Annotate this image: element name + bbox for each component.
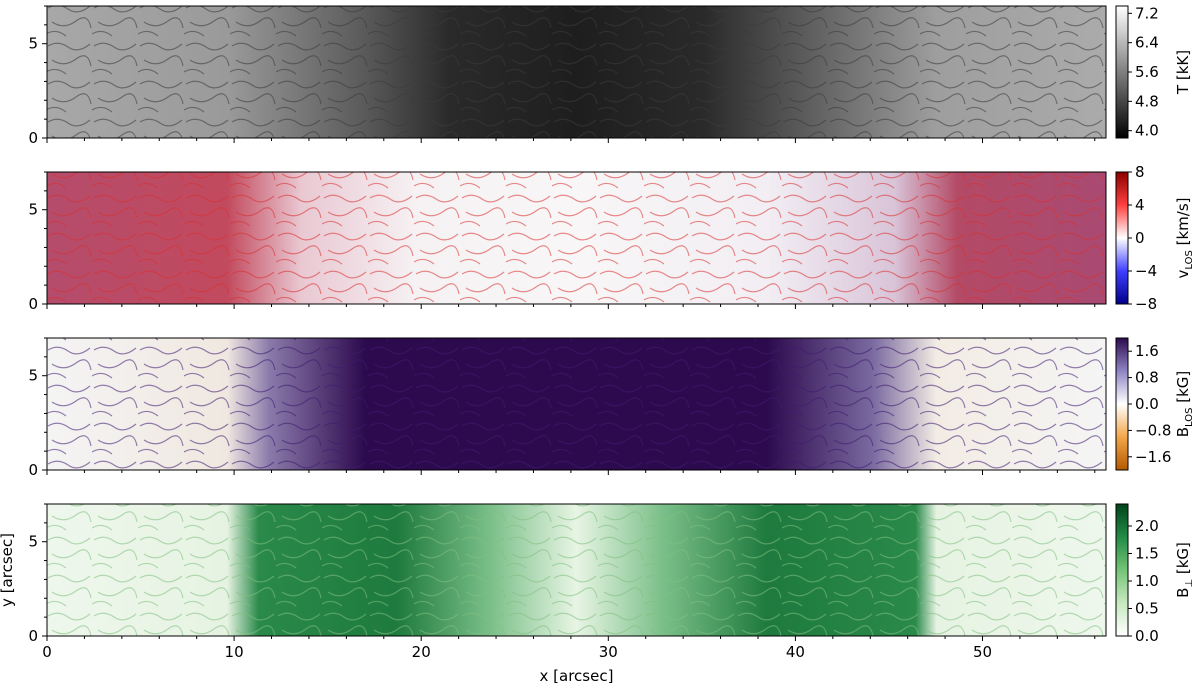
y-tick-label: 0: [28, 295, 38, 313]
colorbar-tick-label: 0: [1135, 229, 1145, 247]
x-ticks-velocity: [46, 304, 1096, 309]
panel-temperature: 05 4.04.85.66.47.2 T [kK]: [28, 4, 1192, 147]
y-tick-label: 0: [28, 129, 38, 147]
colorbar-tick-label: 4: [1135, 196, 1145, 214]
y-ticks-velocity: 05: [28, 171, 47, 313]
colorbar-tick-label: 1.0: [1135, 572, 1159, 590]
y-ticks-bperp: 05: [28, 503, 47, 645]
colorbar-ticks-blos: −1.6 −0.8 0.0 0.8 1.6: [1128, 342, 1171, 466]
x-tick-label: 10: [225, 643, 244, 661]
colorbar-tick-label: 4.0: [1135, 122, 1159, 140]
colorbar-tick-label: 1.5: [1135, 545, 1159, 563]
colorbar-tick-label: 0.8: [1135, 369, 1159, 387]
colorbar-tick-label: −4: [1135, 262, 1157, 280]
frame-bperp: [46, 503, 1107, 637]
colorbar-temperature: [1115, 5, 1129, 139]
frame-velocity: [46, 171, 1107, 305]
map-texture: [47, 172, 1106, 304]
frame-blos: [46, 337, 1107, 471]
colorbar-tick-label: 7.2: [1135, 4, 1159, 22]
map-texture: [47, 6, 1106, 138]
colorbar-ticks-temperature: 4.0 4.8 5.6 6.4 7.2: [1128, 4, 1159, 140]
colorbar-tick-label: 1.6: [1135, 342, 1159, 360]
y-ticks-blos: 05: [28, 337, 47, 479]
colorbar-tick-label: 4.8: [1135, 92, 1159, 110]
colorbar-bperp: [1115, 503, 1129, 637]
panel-blos: 05 −1.6−0.80.00.81.6 BLOS [kG]: [28, 337, 1195, 479]
x-tick-label: 0: [42, 643, 52, 661]
y-tick-label: 5: [28, 35, 38, 53]
colorbar-blos: [1115, 337, 1129, 471]
x-tick-label: 50: [973, 643, 992, 661]
x-ticks-blos: [46, 470, 1096, 475]
colorbar-tick-label: 5.6: [1135, 63, 1159, 81]
map-texture: [47, 338, 1106, 470]
y-tick-label: 0: [28, 627, 38, 645]
x-tick-label: 20: [412, 643, 431, 661]
map-texture: [47, 504, 1106, 636]
y-ticks-temperature: 05: [28, 5, 47, 147]
frame-temperature: [46, 5, 1107, 139]
x-tick-label: 30: [599, 643, 618, 661]
colorbar-tick-label: −0.8: [1135, 421, 1171, 439]
colorbar-tick-label: 6.4: [1135, 34, 1159, 52]
colorbar-tick-label: −1.6: [1135, 448, 1171, 466]
colorbar-tick-label: 8: [1135, 163, 1145, 181]
colorbar-label-velocity: vLOS [km/s]: [1174, 198, 1195, 279]
colorbar-ticks-bperp: 0.0 0.5 1.0 1.5 2.0: [1128, 517, 1159, 645]
colorbar-velocity: [1115, 171, 1129, 305]
colorbar-tick-label: 2.0: [1135, 517, 1159, 535]
y-tick-label: 5: [28, 533, 38, 551]
colorbar-tick-label: −8: [1135, 295, 1157, 313]
y-axis-label: y [arcsec]: [0, 533, 16, 607]
colorbar-tick-label: 0.0: [1135, 395, 1159, 413]
colorbar-label-temperature: T [kK]: [1174, 50, 1192, 95]
y-tick-label: 5: [28, 367, 38, 385]
colorbar-tick-label: 0.0: [1135, 627, 1159, 645]
colorbar-ticks-velocity: −8 −4 0 4 8: [1128, 163, 1157, 313]
x-axis-label: x [arcsec]: [540, 667, 614, 685]
x-ticks-bperp: 0 10 20 30 40 50: [42, 636, 1096, 661]
colorbar-label-blos: BLOS [kG]: [1174, 371, 1195, 438]
colorbar-label-bperp: B⊥ [kG]: [1174, 542, 1195, 598]
x-tick-label: 40: [786, 643, 805, 661]
colorbar-tick-label: 0.5: [1135, 600, 1159, 618]
x-ticks-temperature: [46, 138, 1096, 143]
panel-bperp: 0 10 20 30 40 50 05 0.00.51.01.52.0 B⊥ [kG]: [28, 503, 1195, 661]
y-tick-label: 0: [28, 461, 38, 479]
y-tick-label: 5: [28, 201, 38, 219]
